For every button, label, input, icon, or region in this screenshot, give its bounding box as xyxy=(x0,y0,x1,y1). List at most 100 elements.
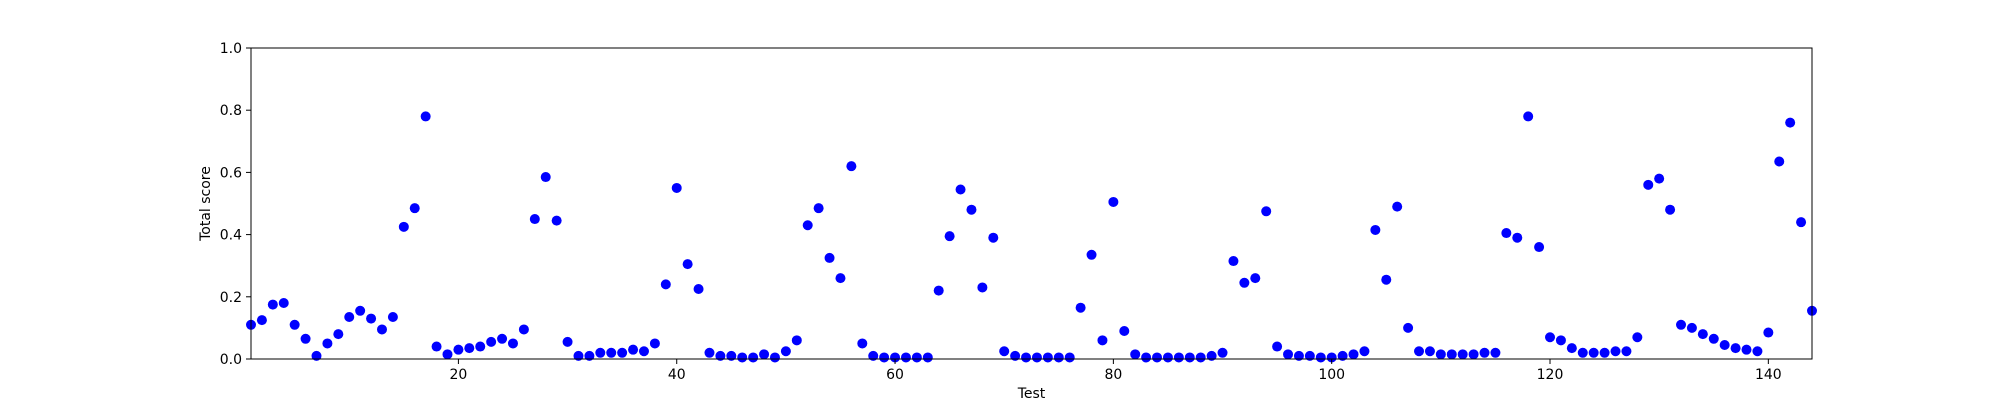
data-point xyxy=(1414,346,1425,357)
data-point xyxy=(835,273,846,284)
data-point xyxy=(1053,352,1064,363)
data-point xyxy=(1446,349,1457,360)
data-point xyxy=(1785,117,1796,128)
data-point xyxy=(387,312,398,323)
data-point xyxy=(1042,352,1053,363)
data-point xyxy=(1173,352,1184,363)
data-point xyxy=(846,161,857,172)
data-point xyxy=(1719,340,1730,350)
data-point xyxy=(944,231,955,242)
data-point xyxy=(1523,111,1534,122)
data-point xyxy=(1337,350,1348,361)
data-point xyxy=(1184,352,1195,363)
data-point xyxy=(409,203,420,214)
data-point xyxy=(1424,346,1435,357)
data-point xyxy=(1283,349,1294,360)
y-tick-label: 0.6 xyxy=(220,165,242,181)
data-point xyxy=(344,312,355,323)
data-point xyxy=(551,215,562,226)
data-point xyxy=(442,349,453,360)
data-point xyxy=(824,252,835,263)
data-point xyxy=(737,352,748,363)
data-point xyxy=(376,324,387,335)
data-point xyxy=(857,338,868,349)
data-point xyxy=(1108,196,1119,207)
y-tick-label: 1.0 xyxy=(220,41,242,57)
data-point xyxy=(1348,349,1359,360)
data-point xyxy=(726,350,737,361)
data-point xyxy=(1490,347,1501,358)
data-point xyxy=(1359,346,1370,357)
data-point xyxy=(1697,329,1708,340)
data-point xyxy=(1239,277,1250,288)
data-point xyxy=(1010,350,1021,361)
data-point xyxy=(453,344,464,355)
data-point xyxy=(1195,352,1206,363)
x-tick-label: 120 xyxy=(1537,367,1564,383)
data-point xyxy=(1152,352,1163,363)
data-point xyxy=(1730,343,1741,354)
data-point xyxy=(868,350,879,361)
x-tick-label: 140 xyxy=(1755,367,1782,383)
data-point xyxy=(1315,352,1326,363)
data-point xyxy=(1130,349,1141,360)
data-point xyxy=(573,350,584,361)
data-point xyxy=(1326,352,1337,363)
data-point xyxy=(431,341,442,352)
data-point xyxy=(1512,232,1523,243)
data-point xyxy=(1621,346,1632,357)
data-point xyxy=(911,352,922,363)
data-point xyxy=(278,298,289,309)
data-point xyxy=(617,347,628,358)
data-point xyxy=(1479,347,1490,358)
data-point xyxy=(1555,335,1566,346)
data-point xyxy=(366,313,377,324)
data-point xyxy=(1064,352,1075,363)
data-point xyxy=(649,338,660,349)
data-point xyxy=(802,220,813,231)
data-point xyxy=(780,346,791,357)
data-point xyxy=(333,329,344,340)
data-point xyxy=(999,346,1010,357)
data-point xyxy=(748,352,759,363)
data-point xyxy=(562,336,573,347)
data-point xyxy=(1643,179,1654,190)
data-point xyxy=(715,350,726,361)
data-points-layer xyxy=(246,111,1817,363)
y-tick-label: 0.0 xyxy=(220,352,242,368)
data-point xyxy=(1097,335,1108,346)
data-point xyxy=(1774,156,1785,167)
y-axis-label: Total score xyxy=(198,166,214,242)
plot-area-frame xyxy=(250,47,1813,360)
data-point xyxy=(1206,350,1217,361)
data-point xyxy=(1654,173,1665,184)
data-point xyxy=(518,324,529,335)
data-point xyxy=(1599,347,1610,358)
data-point xyxy=(1545,332,1556,343)
x-tick-label: 40 xyxy=(668,367,686,383)
data-point xyxy=(1752,346,1763,357)
data-point xyxy=(900,352,911,363)
data-point xyxy=(759,349,770,360)
x-tick-label: 80 xyxy=(1104,367,1122,383)
data-point xyxy=(628,344,639,355)
data-point xyxy=(1250,273,1261,284)
data-point xyxy=(1021,352,1032,363)
data-point xyxy=(966,204,977,215)
data-point xyxy=(1381,274,1392,285)
data-point xyxy=(1119,326,1130,337)
data-point xyxy=(1468,349,1479,360)
data-point xyxy=(595,347,606,358)
data-point xyxy=(606,347,617,358)
data-point xyxy=(1075,302,1086,313)
x-tick-label: 100 xyxy=(1318,367,1345,383)
y-tick-label: 0.4 xyxy=(220,228,242,244)
data-point xyxy=(1796,217,1807,228)
data-point xyxy=(693,284,704,295)
x-axis-label: Test xyxy=(1017,386,1046,400)
data-point xyxy=(988,232,999,243)
data-point xyxy=(1228,256,1239,267)
data-point xyxy=(1588,347,1599,358)
